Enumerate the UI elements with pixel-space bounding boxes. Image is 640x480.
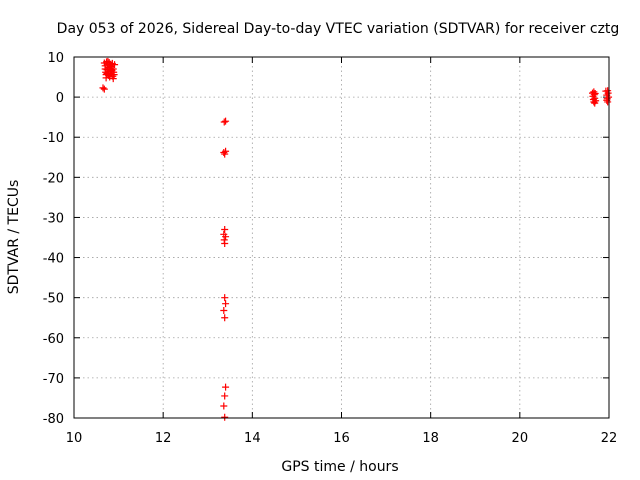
axis-ticks: 10 12 14 16 18 20 22 10 0 -10 -20 -30 -40 -50 -60 -70 -8… — [43, 51, 618, 446]
data-point — [220, 148, 228, 156]
data-point — [100, 85, 108, 93]
y-tick-label: -50 — [43, 292, 64, 307]
data-point — [220, 402, 228, 410]
y-tick-label: -70 — [43, 372, 64, 387]
data-point — [102, 74, 110, 82]
data-point — [107, 65, 115, 73]
data-point — [604, 98, 612, 106]
data-point — [220, 307, 228, 315]
data-point — [110, 71, 118, 79]
data-point — [221, 294, 229, 302]
x-tick-label: 16 — [333, 431, 350, 446]
data-point — [221, 314, 229, 322]
data-point — [221, 413, 229, 421]
data-point — [222, 233, 230, 241]
x-tick-label: 18 — [422, 431, 439, 446]
data-point — [220, 118, 228, 126]
data-point — [591, 90, 599, 98]
y-tick-label: -80 — [43, 412, 64, 427]
data-point — [222, 383, 230, 391]
data-point — [590, 88, 598, 96]
data-point — [222, 117, 230, 125]
y-tick-label: 10 — [47, 51, 64, 66]
grid-lines — [74, 57, 609, 418]
data-point — [103, 69, 111, 77]
data-points — [99, 57, 613, 421]
y-tick-label: -30 — [43, 211, 64, 226]
data-point — [106, 73, 114, 81]
data-point — [109, 75, 117, 83]
x-tick-label: 10 — [66, 431, 83, 446]
plot-frame — [73, 56, 610, 419]
data-point — [222, 147, 230, 155]
x-axis-label: GPS time / hours — [281, 459, 398, 475]
y-tick-label: -10 — [43, 131, 64, 146]
data-point — [604, 87, 612, 95]
data-point — [111, 61, 119, 69]
data-point — [221, 240, 229, 248]
chart-title: Day 053 of 2026, Sidereal Day-to-day VTE… — [57, 21, 620, 37]
y-tick-label: -40 — [43, 252, 64, 267]
data-point — [221, 225, 229, 233]
data-point — [221, 392, 229, 400]
y-axis-label: SDTVAR / TECUs — [6, 180, 22, 295]
y-tick-label: -20 — [43, 171, 64, 186]
data-point — [222, 300, 230, 308]
x-tick-label: 22 — [601, 431, 618, 446]
y-tick-label: 0 — [56, 91, 64, 106]
data-point — [104, 57, 112, 65]
x-tick-label: 12 — [155, 431, 172, 446]
x-tick-label: 14 — [244, 431, 261, 446]
y-tick-label: -60 — [43, 332, 64, 347]
data-point — [591, 99, 599, 107]
data-point — [99, 84, 107, 92]
x-tick-label: 20 — [512, 431, 529, 446]
